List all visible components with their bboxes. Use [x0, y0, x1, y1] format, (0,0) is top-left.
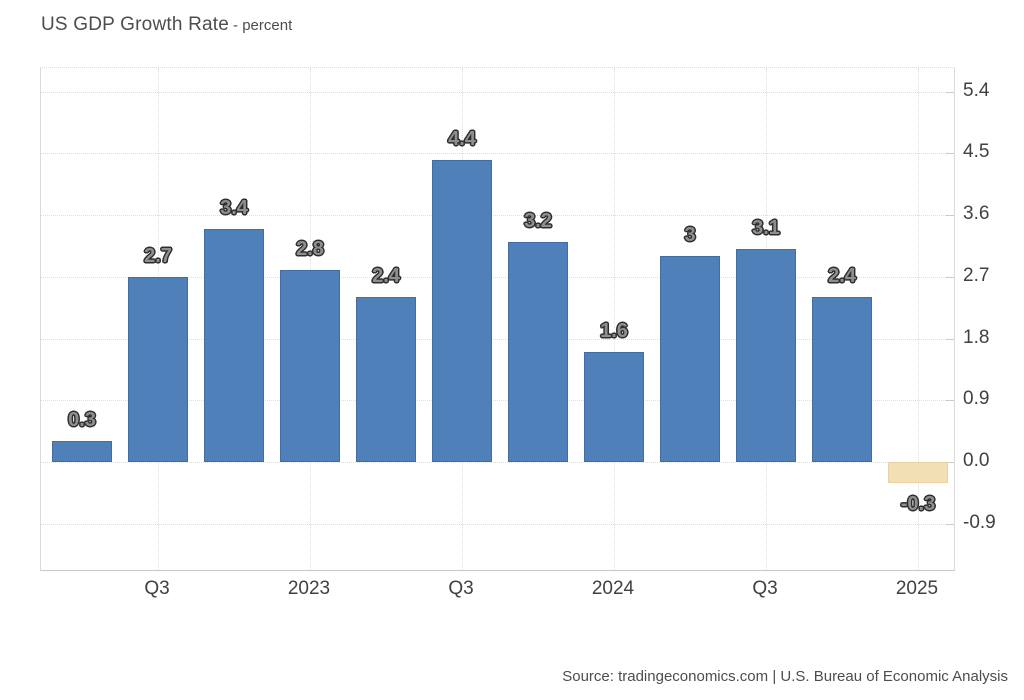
bar[interactable]: [52, 441, 112, 462]
y-axis-tick: [946, 215, 954, 217]
y-axis-label: 1.8: [963, 326, 990, 348]
y-gridline: [41, 153, 954, 155]
x-axis-label: 2023: [287, 578, 331, 599]
x-gridline: [918, 68, 919, 570]
x-gridline: [614, 68, 615, 570]
y-gridline: [41, 400, 954, 402]
y-axis-label: 4.5: [963, 141, 990, 163]
bar-value-label: 0.3: [68, 409, 96, 432]
bar-value-label: 3: [684, 224, 696, 247]
bar[interactable]: [584, 352, 644, 462]
y-axis-tick: [946, 400, 954, 402]
x-axis-label: 2024: [591, 578, 635, 599]
y-axis-label: 5.4: [963, 79, 990, 101]
y-gridline: [41, 276, 954, 278]
y-axis-label: 0.9: [963, 388, 990, 410]
y-axis-tick: [946, 523, 954, 525]
y-gridline: [41, 462, 954, 463]
y-axis-label: 0.0: [963, 450, 990, 471]
bar[interactable]: [280, 269, 340, 462]
bar-value-label: 2.8: [296, 237, 324, 260]
y-axis-label: -0.9: [963, 511, 996, 533]
y-gridline: [41, 91, 954, 93]
bar-value-label: 3.4: [220, 196, 248, 219]
bar-value-label: 2.4: [828, 265, 856, 288]
y-axis-tick: [946, 153, 954, 155]
bar[interactable]: [736, 249, 796, 462]
x-axis-label: Q3: [752, 578, 778, 599]
bar[interactable]: [128, 276, 188, 462]
bar[interactable]: [660, 256, 720, 462]
bar[interactable]: [432, 160, 492, 462]
bar-value-label: 4.4: [448, 128, 476, 151]
x-axis-label: Q3: [144, 578, 170, 599]
bar[interactable]: [508, 242, 568, 462]
plot-area: 0.3 2.7 3.4 2.8 2.4 4.4 3.2 1.6 3 3.1 2.4 -0.3: [40, 67, 955, 571]
bar-value-label: 3.1: [752, 217, 780, 240]
bar-value-label: 1.6: [600, 320, 628, 343]
y-axis-tick: [946, 276, 954, 278]
y-axis-tick: [946, 462, 954, 463]
bar[interactable]: [204, 228, 264, 462]
x-axis-label: 2025: [895, 578, 939, 599]
bar[interactable]: [888, 462, 948, 483]
y-gridline: [41, 523, 954, 525]
y-gridline: [41, 338, 954, 340]
bar-value-label: 3.2: [524, 210, 552, 233]
bar-value-label: -0.3: [900, 492, 936, 515]
y-gridline: [41, 215, 954, 217]
chart-title-text: US GDP Growth Rate: [41, 14, 230, 35]
chart-title: US GDP Growth Rate - percent: [41, 14, 292, 36]
bar-value-label: 2.4: [372, 265, 400, 288]
y-axis-tick: [946, 91, 954, 93]
source-attribution: Source: tradingeconomics.com | U.S. Bure…: [562, 668, 1008, 685]
chart-subtitle-text: - percent: [233, 17, 293, 34]
bar[interactable]: [356, 297, 416, 462]
bar[interactable]: [812, 297, 872, 462]
y-axis-label: 2.7: [963, 264, 990, 286]
x-axis-label: Q3: [448, 578, 474, 599]
y-axis-tick: [946, 338, 954, 340]
y-axis-label: 3.6: [963, 203, 990, 225]
bar-value-label: 2.7: [144, 244, 172, 267]
